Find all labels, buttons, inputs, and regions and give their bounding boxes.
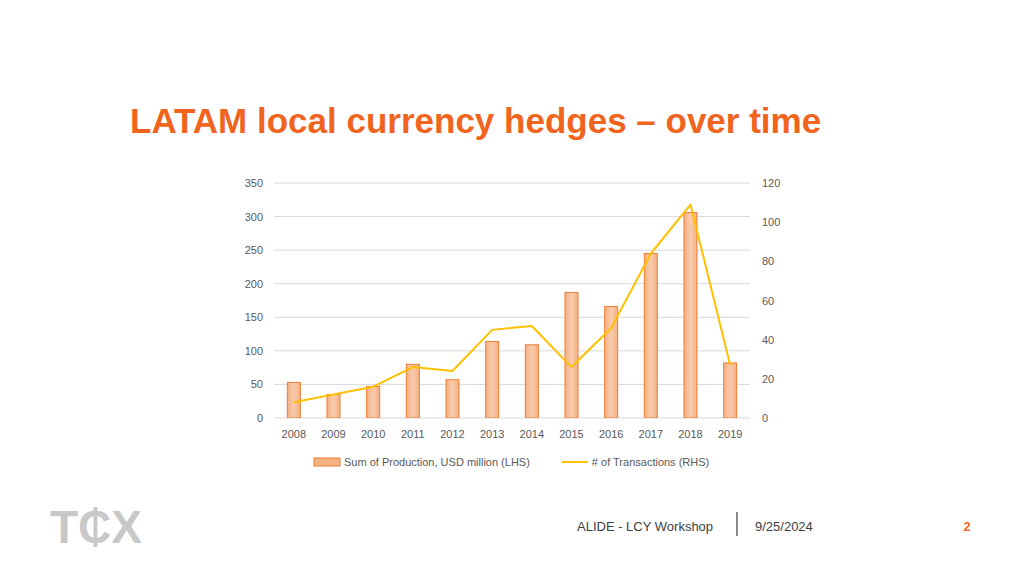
y2-tick-label: 100 [762, 216, 780, 228]
legend-swatch [562, 461, 588, 463]
grid-line [274, 283, 750, 284]
grid-line [274, 216, 750, 217]
y2-tick-label: 80 [762, 255, 774, 267]
bar [287, 382, 300, 418]
y-tick-label: 100 [245, 345, 263, 357]
x-tick-label: 2016 [599, 428, 623, 440]
x-tick-label: 2010 [361, 428, 385, 440]
slide: LATAM local currency hedges – over time 0… [0, 0, 1024, 576]
y-tick-label: 250 [245, 244, 263, 256]
x-tick-label: 2019 [718, 428, 742, 440]
bar [684, 213, 697, 418]
bar [327, 395, 340, 419]
x-tick-label: 2013 [480, 428, 504, 440]
page-number: 2 [963, 519, 970, 534]
grid-line [274, 384, 750, 385]
bar [565, 292, 578, 418]
y-tick-label: 150 [245, 311, 263, 323]
grid-line [274, 350, 750, 351]
legend-swatch [314, 458, 340, 466]
grid-line [274, 183, 750, 184]
legend-label: Sum of Production, USD million (LHS) [344, 456, 530, 468]
x-tick-label: 2008 [282, 428, 306, 440]
bar [644, 254, 657, 419]
bar [724, 363, 737, 418]
footer-event: ALIDE - LCY Workshop [577, 519, 713, 534]
x-tick-label: 2018 [678, 428, 702, 440]
grid-line [274, 317, 750, 318]
grid-line [274, 250, 750, 251]
footer-date: 9/25/2024 [755, 519, 813, 534]
x-tick-label: 2015 [559, 428, 583, 440]
grid-line [274, 418, 750, 419]
bar [367, 386, 380, 418]
y-tick-label: 200 [245, 278, 263, 290]
bar [605, 307, 618, 418]
y-tick-label: 300 [245, 211, 263, 223]
bar [446, 380, 459, 418]
footer-divider [736, 512, 737, 536]
logo: T₵X [50, 501, 142, 553]
x-tick-label: 2011 [401, 428, 425, 440]
x-tick-label: 2014 [520, 428, 544, 440]
y-tick-label: 50 [251, 378, 263, 390]
y2-tick-label: 120 [762, 177, 780, 189]
x-tick-label: 2009 [321, 428, 345, 440]
legend-label: # of Transactions (RHS) [592, 456, 709, 468]
y2-tick-label: 0 [762, 412, 768, 424]
title: LATAM local currency hedges – over time [130, 101, 821, 140]
y-tick-label: 350 [245, 177, 263, 189]
y2-tick-label: 40 [762, 334, 774, 346]
bar [486, 341, 499, 418]
y2-tick-label: 20 [762, 373, 774, 385]
line [294, 205, 730, 403]
x-tick-label: 2017 [639, 428, 663, 440]
y-tick-label: 0 [257, 412, 263, 424]
x-tick-label: 2012 [440, 428, 464, 440]
bar [525, 345, 538, 418]
bar [406, 364, 419, 418]
marks [287, 205, 736, 418]
y2-tick-label: 60 [762, 295, 774, 307]
